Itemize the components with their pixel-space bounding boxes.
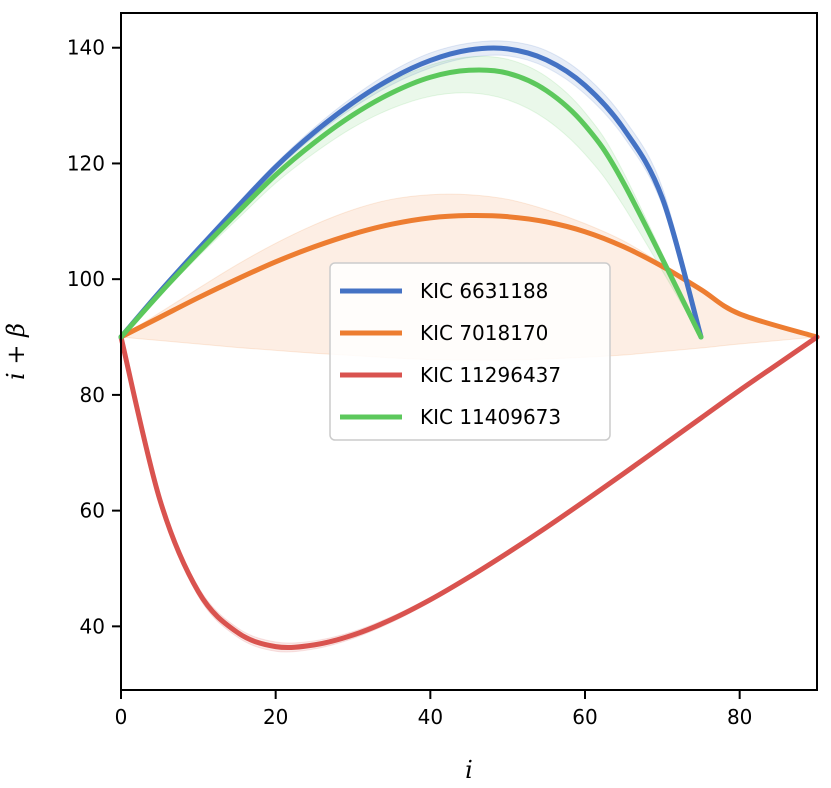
x-axis-label: i [465,756,473,784]
x-tick-label: 80 [727,705,752,729]
y-tick-label: 80 [80,383,105,407]
line-kic-11296437 [118,334,820,650]
axes: 0 20 40 60 80 40 60 80 100 120 140 [67,12,818,729]
legend-label: KIC 6631188 [420,279,548,303]
x-tick-label: 60 [572,705,597,729]
y-tick-label: 120 [67,151,105,175]
x-tick-label: 40 [418,705,443,729]
line-kic-6631188 [118,45,704,340]
y-tick-label: 100 [67,267,105,291]
plot-frame [120,12,818,691]
y-tick-label: 60 [80,499,105,523]
y-tick-label: 140 [67,36,105,60]
y-axis-label: i + β [2,323,30,380]
legend-label: KIC 11409673 [420,405,561,429]
series-lines [118,45,820,650]
legend-label: KIC 7018170 [420,321,548,345]
legend-label: KIC 11296437 [420,363,561,387]
line-kic-11409673 [118,67,704,340]
x-tick-label: 20 [263,705,288,729]
legend-box [329,262,611,441]
y-tick-label: 40 [80,614,105,638]
legend: KIC 6631188 KIC 7018170 KIC 11296437 KIC 11… [329,262,611,441]
x-tick-label: 0 [115,705,128,729]
